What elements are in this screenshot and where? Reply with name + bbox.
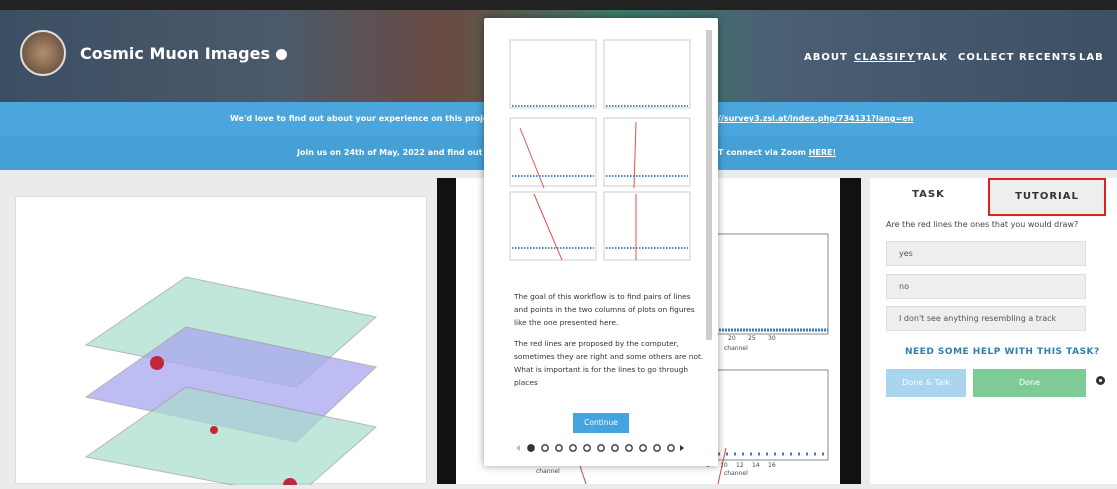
button[interactable]: Done — [973, 369, 1086, 397]
tutorial-modal — [484, 18, 718, 466]
nav-link[interactable]: LAB — [1079, 52, 1104, 63]
nav-link[interactable]: ABOUT — [804, 52, 848, 63]
next-arrow[interactable] — [680, 445, 684, 451]
banner-link[interactable]: HERE! — [808, 148, 837, 157]
paragraph: The goal of this workflow is to find pai… — [514, 292, 695, 327]
header-bar — [0, 0, 1117, 10]
project-logo[interactable] — [20, 30, 66, 76]
modal-text: The goal of this workflow is to find pai… — [514, 290, 704, 408]
3d-plot — [84, 276, 378, 489]
answer[interactable]: no — [886, 274, 1086, 299]
question: Are the red lines the ones that you woul… — [886, 220, 1079, 229]
nav-link[interactable]: CLASSIFY — [854, 52, 916, 63]
tick: 25 — [748, 335, 756, 342]
banner-text: T connect via Zoom HERE! — [718, 136, 836, 170]
hit — [150, 356, 164, 370]
tab[interactable]: TASK — [912, 189, 945, 200]
continue-button[interactable]: Continue — [573, 413, 629, 433]
nav-link[interactable]: COLLECT — [958, 52, 1015, 63]
task-panel — [870, 178, 1117, 484]
tutorial-image — [509, 30, 712, 452]
paragraph: The red lines are proposed by the comput… — [514, 339, 704, 387]
hit — [210, 426, 218, 434]
answer[interactable]: yes — [886, 241, 1086, 266]
banner-link[interactable]: //survey3.zsi.at/index.php/734131?lang=e… — [718, 114, 914, 123]
3d-view — [15, 196, 427, 489]
tick: 12 — [736, 462, 744, 469]
answer[interactable]: I don't see anything resembling a track — [886, 306, 1086, 331]
tick: 10 — [720, 462, 728, 469]
tick: 20 — [728, 335, 736, 342]
banner-text: Join us on 24th of May, 2022 and find ou… — [297, 148, 511, 157]
mini-plot — [603, 39, 691, 109]
nav-link[interactable]: TALK — [916, 52, 948, 63]
axis-label: channel — [724, 470, 748, 477]
line — [717, 447, 727, 485]
tick: 16 — [768, 462, 776, 469]
axis-label: channel — [536, 468, 560, 475]
banner-text: T connect via Zoom — [718, 148, 809, 157]
tab-active[interactable]: TUTORIAL — [988, 178, 1106, 216]
mini-plot — [509, 39, 597, 109]
banner-text: We'd love to find out about your experie… — [230, 114, 509, 123]
help-link[interactable]: NEED SOME HELP WITH THIS TASK? — [905, 347, 1100, 357]
prev-arrow[interactable] — [516, 445, 520, 451]
button[interactable]: Done & Talk — [886, 369, 966, 397]
tick: 14 — [752, 462, 760, 469]
project-title[interactable]: Cosmic Muon Images — [80, 44, 287, 63]
nav-link[interactable]: RECENTS — [1019, 52, 1078, 63]
scrollbar[interactable] — [706, 30, 712, 340]
axis-label: channel — [724, 345, 748, 352]
mini-plot — [603, 191, 691, 261]
mini-plot — [509, 117, 597, 187]
settings-icon[interactable] — [1096, 376, 1105, 385]
mini-plot — [603, 117, 691, 187]
tick: 30 — [768, 335, 776, 342]
mini-plot — [509, 191, 597, 261]
